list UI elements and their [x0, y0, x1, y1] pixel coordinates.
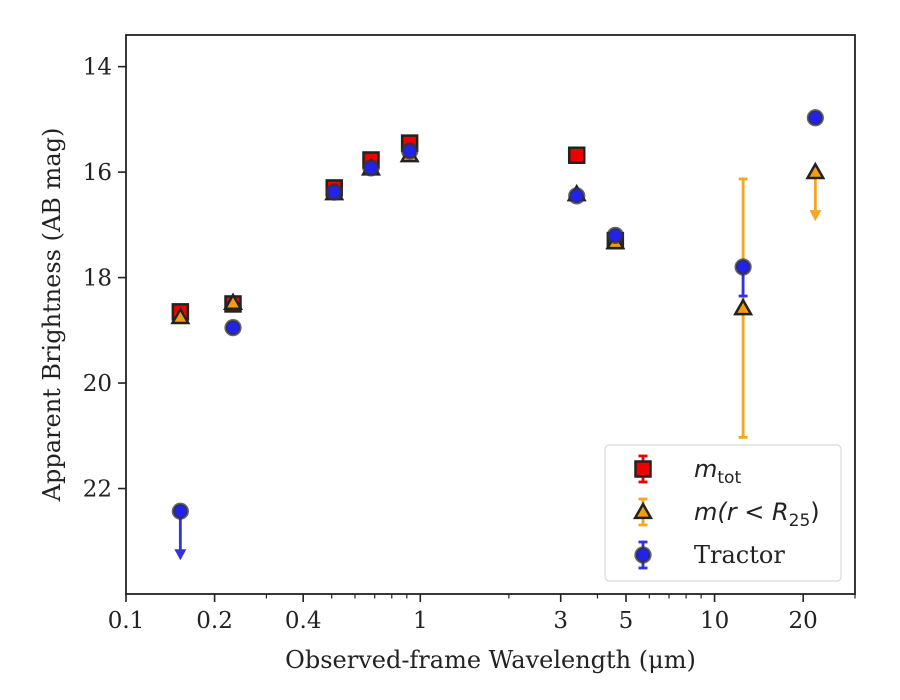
y-tick-label: 20: [83, 371, 112, 397]
x-tick-label: 0.4: [285, 608, 322, 634]
legend-marker: [634, 460, 652, 478]
y-axis-label: Apparent Brightness (AB mag): [38, 128, 66, 503]
data-point: [325, 183, 343, 201]
data-point: [222, 292, 244, 311]
data-point: [171, 502, 189, 520]
y-tick-label: 22: [83, 477, 112, 503]
data-point: [567, 146, 586, 164]
axis-ticks: 0.1 0.2 0.4 1 3 5 10 20 14 16 18 20 22: [83, 55, 856, 634]
data-point: [170, 306, 191, 325]
plot-frame: [125, 34, 856, 595]
series-1: [170, 144, 826, 439]
legend: mtot m(r < R25) Tractor: [604, 444, 842, 582]
x-tick-label: 5: [619, 608, 634, 634]
data-point: [805, 161, 826, 180]
x-tick-label: 0.1: [108, 608, 145, 634]
x-tick-label: 0.2: [196, 608, 233, 634]
x-tick-label: 3: [553, 608, 568, 634]
data-point: [401, 142, 419, 160]
y-tick-label: 18: [83, 266, 112, 292]
x-axis-label: Observed-frame Wavelength (μm): [285, 646, 696, 674]
y-tick-label: 16: [83, 160, 112, 186]
x-tick-label: 20: [789, 608, 818, 634]
data-point: [606, 226, 624, 245]
series-2: [171, 109, 824, 561]
y-tick-label: 14: [83, 55, 112, 81]
data-point: [806, 109, 824, 127]
data-point: [362, 159, 380, 177]
data-point: [733, 297, 754, 316]
legend-marker: [632, 501, 654, 520]
legend-label: Tractor: [694, 541, 785, 569]
legend-box: [604, 444, 842, 582]
data-point: [224, 319, 242, 337]
upper-limit-arrow: [174, 549, 187, 561]
x-tick-label: 10: [700, 608, 729, 634]
data-point: [568, 187, 586, 205]
legend-label: mtot: [694, 455, 741, 488]
data-point: [734, 258, 752, 276]
x-tick-label: 1: [413, 608, 428, 634]
series-0: [171, 134, 625, 321]
upper-limit-arrow: [809, 210, 822, 222]
data-points: [170, 109, 826, 561]
legend-marker: [634, 546, 652, 564]
legend-label: m(r < R25): [694, 498, 820, 531]
